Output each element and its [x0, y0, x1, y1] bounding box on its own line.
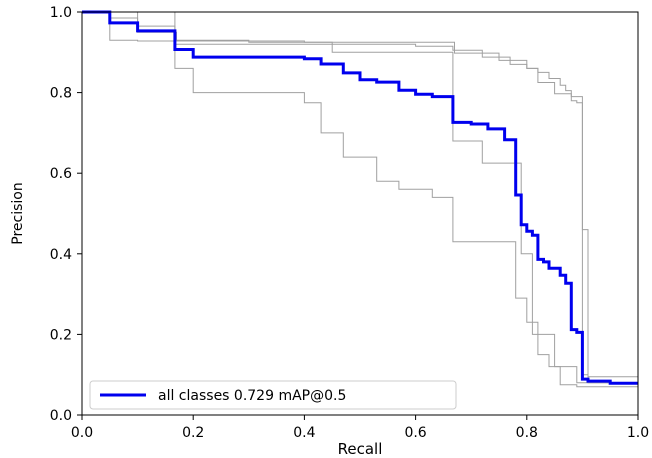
class-curve-2	[82, 11, 638, 378]
y-axis-ticks: 0.0 0.2 0.4 0.6 0.8 1.0	[50, 5, 82, 424]
x-tick-label: 0.8	[516, 425, 538, 441]
plot-frame	[81, 11, 639, 416]
x-tick-label: 1.0	[627, 425, 649, 441]
legend-box	[89, 380, 457, 410]
class-curve-3	[82, 11, 638, 388]
y-tick-label: 0.6	[50, 166, 72, 182]
curves-layer	[82, 10, 638, 388]
legend: all classes 0.729 mAP@0.5	[89, 380, 457, 410]
y-tick-label: 0.8	[50, 86, 72, 102]
y-tick-label: 0.2	[50, 327, 72, 343]
x-tick-label: 0.0	[71, 425, 93, 441]
y-tick-label: 1.0	[50, 5, 72, 21]
y-axis-title: Precision	[10, 182, 26, 244]
x-tick-label: 0.2	[182, 425, 204, 441]
y-tick-label: 0.4	[50, 247, 72, 263]
legend-label: all classes 0.729 mAP@0.5	[158, 388, 346, 404]
y-tick-label: 0.0	[50, 408, 72, 424]
x-tick-label: 0.4	[293, 425, 315, 441]
series-line-all-classes	[82, 10, 638, 385]
x-axis-ticks: 0.0 0.2 0.4 0.6 0.8 1.0	[71, 415, 649, 441]
x-axis-title: Recall	[338, 440, 383, 458]
x-tick-label: 0.6	[404, 425, 426, 441]
